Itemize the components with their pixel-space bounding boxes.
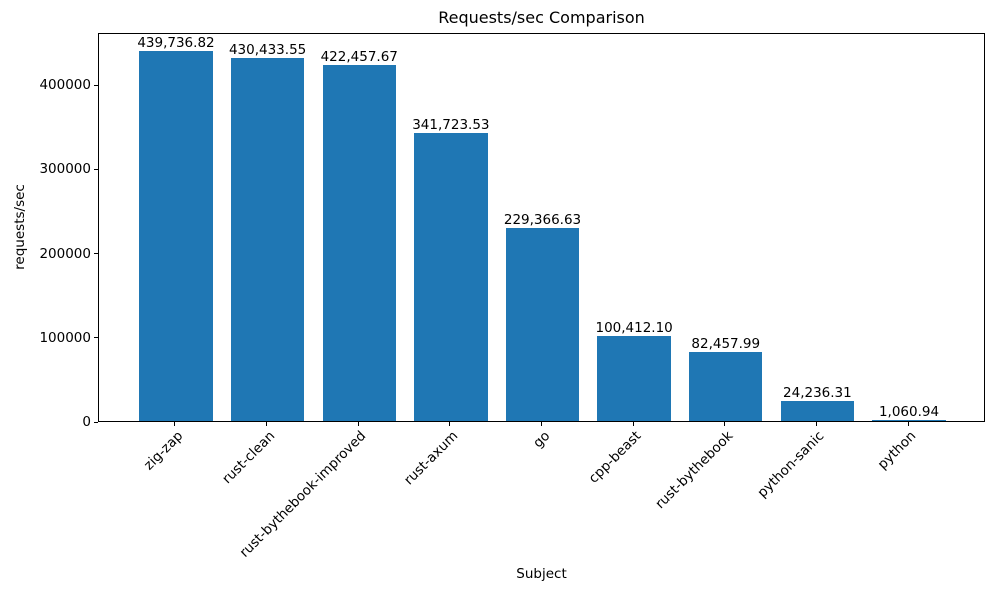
bar-value-label: 229,366.63 bbox=[503, 211, 582, 228]
bar-value-label: 422,457.67 bbox=[320, 49, 398, 66]
x-axis-label: Subject bbox=[516, 566, 567, 582]
x-tick bbox=[449, 422, 451, 426]
bar bbox=[322, 65, 396, 421]
y-tick-label: 400000 bbox=[39, 77, 91, 93]
y-tick bbox=[94, 168, 98, 170]
bar-value-label: 430,433.55 bbox=[228, 42, 307, 59]
bar bbox=[780, 400, 855, 421]
y-tick-label: 100000 bbox=[39, 329, 91, 346]
x-tick bbox=[632, 422, 634, 426]
x-tick bbox=[357, 422, 359, 426]
y-tick-label: 300000 bbox=[39, 161, 91, 178]
bar-value-label: 100,412.10 bbox=[595, 320, 673, 337]
bar bbox=[414, 133, 488, 421]
bar-value-label: 439,736.82 bbox=[137, 34, 215, 51]
x-tick bbox=[907, 422, 909, 426]
bar-value-label: 82,457.99 bbox=[691, 335, 761, 352]
bar bbox=[689, 351, 763, 421]
x-tick bbox=[815, 422, 817, 426]
bar-value-label: 341,723.53 bbox=[412, 117, 490, 134]
bar bbox=[505, 227, 580, 421]
bar bbox=[597, 336, 671, 421]
x-tick bbox=[541, 422, 542, 426]
bar-value-label: 1,060.94 bbox=[878, 404, 940, 420]
y-tick-label: 200000 bbox=[39, 245, 91, 262]
bar bbox=[872, 420, 946, 421]
y-tick bbox=[94, 84, 98, 86]
x-tick bbox=[266, 422, 268, 426]
bar bbox=[139, 50, 213, 421]
y-tick bbox=[94, 421, 98, 423]
y-tick bbox=[94, 253, 98, 254]
bar-value-label: 24,236.31 bbox=[783, 384, 852, 401]
y-tick bbox=[94, 337, 98, 339]
y-tick-label: 0 bbox=[82, 414, 91, 430]
x-tick bbox=[724, 422, 726, 426]
plot-area: 439,736.82 430,433.55 422,457.67 341,723.53… bbox=[98, 33, 985, 422]
bar bbox=[230, 58, 305, 421]
chart-title: Requests/sec Comparison bbox=[438, 8, 645, 27]
x-tick bbox=[174, 422, 176, 426]
